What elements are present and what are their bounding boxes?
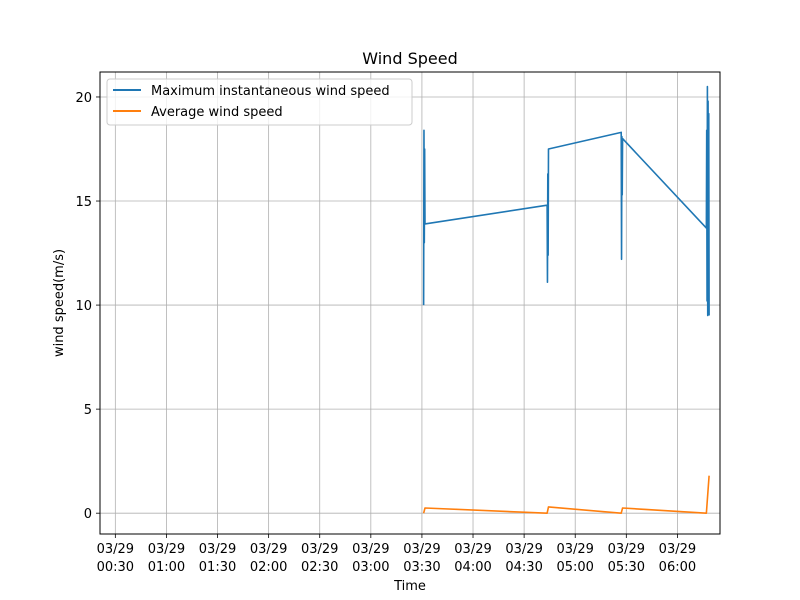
grid-lines	[100, 72, 720, 534]
y-axis-label: wind speed(m/s)	[52, 249, 67, 357]
plot-frame	[99, 71, 721, 535]
x-tick-label-time: 03:30	[403, 560, 440, 575]
y-axis-ticks: 0 5 10 15 20	[75, 91, 100, 522]
x-tick-label-time: 00:30	[97, 560, 134, 575]
x-tick-label-time: 01:00	[148, 560, 185, 575]
series-layer	[422, 85, 710, 514]
x-tick-label-date: 03/29	[97, 542, 134, 557]
x-tick-label-time: 06:00	[659, 560, 696, 575]
x-tick-label-time: 02:30	[301, 560, 338, 575]
y-tick-label: 5	[84, 403, 92, 418]
y-tick-label: 20	[75, 91, 92, 106]
y-tick-label: 15	[75, 195, 92, 210]
x-tick-label-time: 05:30	[608, 560, 645, 575]
series-line-avg-wind	[422, 475, 710, 514]
x-tick-label-time: 02:00	[250, 560, 287, 575]
x-tick-label-time: 01:30	[199, 560, 236, 575]
x-tick-label-time: 04:30	[505, 560, 542, 575]
x-tick-label-date: 03/29	[301, 542, 338, 557]
x-tick-label-date: 03/29	[659, 542, 696, 557]
legend-label-avg: Average wind speed	[151, 105, 283, 120]
x-tick-label-date: 03/29	[454, 542, 491, 557]
x-tick-label-time: 04:00	[454, 560, 491, 575]
x-tick-label-date: 03/29	[250, 542, 287, 557]
x-axis-label: Time	[393, 579, 426, 594]
y-tick-label: 10	[75, 299, 92, 314]
x-tick-label-date: 03/29	[556, 542, 593, 557]
x-tick-label-date: 03/29	[505, 542, 542, 557]
x-axis-ticks: 03/29 00:30 03/29 01:00 03/29 01:30 03/29 02:00…	[97, 534, 696, 575]
legend-box	[106, 78, 413, 126]
x-tick-label-date: 03/29	[608, 542, 645, 557]
legend: Maximum instantaneous wind speed Average…	[106, 78, 413, 126]
x-tick-label-date: 03/29	[352, 542, 389, 557]
series-line-max-wind	[422, 85, 710, 317]
x-tick-label-date: 03/29	[199, 542, 236, 557]
x-tick-label-time: 03:00	[352, 560, 389, 575]
x-tick-label-date: 03/29	[403, 542, 440, 557]
chart-title: Wind Speed	[362, 49, 457, 68]
y-tick-label: 0	[84, 507, 92, 522]
x-tick-label-date: 03/29	[148, 542, 185, 557]
x-tick-label-time: 05:00	[556, 560, 593, 575]
legend-label-max: Maximum instantaneous wind speed	[151, 84, 390, 99]
